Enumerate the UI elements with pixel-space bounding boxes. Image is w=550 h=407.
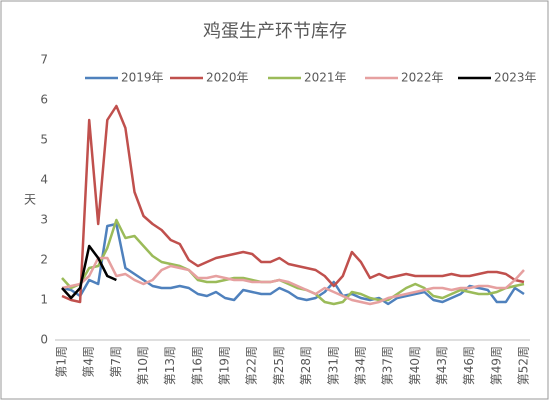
y-tick-label: 5 bbox=[40, 133, 48, 147]
series-line bbox=[61, 104, 525, 304]
y-tick-label: 1 bbox=[40, 293, 48, 307]
x-tick-label: 第7周 bbox=[109, 346, 123, 378]
y-tick-label: 7 bbox=[40, 53, 48, 67]
x-tick-label: 第49周 bbox=[489, 346, 503, 385]
series-line bbox=[61, 218, 525, 306]
legend-label: 2019年 bbox=[121, 71, 164, 85]
x-tick-label: 第37周 bbox=[381, 346, 395, 385]
legend-label: 2023年 bbox=[494, 71, 537, 85]
x-tick-label: 第46周 bbox=[462, 346, 476, 385]
x-tick-label: 第52周 bbox=[517, 346, 531, 385]
x-tick-label: 第31周 bbox=[326, 346, 340, 385]
y-tick-label: 0 bbox=[40, 333, 48, 347]
y-tick-label: 3 bbox=[40, 213, 48, 227]
x-tick-label: 第19周 bbox=[218, 346, 232, 385]
y-axis-label: 天 bbox=[24, 193, 36, 207]
legend-label: 2022年 bbox=[401, 71, 444, 85]
y-tick-label: 6 bbox=[40, 93, 48, 107]
x-tick-label: 第25周 bbox=[272, 346, 286, 385]
x-tick-label: 第16周 bbox=[190, 346, 204, 385]
x-tick-label: 第43周 bbox=[435, 346, 449, 385]
series-line bbox=[61, 244, 117, 300]
series-line bbox=[61, 222, 525, 306]
x-tick-label: 第40周 bbox=[408, 346, 422, 385]
legend-label: 2020年 bbox=[206, 71, 249, 85]
series-line bbox=[61, 256, 525, 306]
y-tick-label: 4 bbox=[40, 173, 48, 187]
x-tick-label: 第13周 bbox=[163, 346, 177, 385]
legend-label: 2021年 bbox=[304, 71, 347, 85]
x-tick-label: 第28周 bbox=[299, 346, 313, 385]
x-tick-label: 第4周 bbox=[82, 346, 96, 378]
x-tick-label: 第34周 bbox=[353, 346, 367, 385]
x-tick-label: 第1周 bbox=[55, 346, 69, 378]
x-tick-label: 第10周 bbox=[136, 346, 150, 385]
x-tick-label: 第22周 bbox=[245, 346, 259, 385]
chart-title: 鸡蛋生产环节库存 bbox=[203, 21, 347, 42]
y-tick-label: 2 bbox=[40, 253, 48, 267]
